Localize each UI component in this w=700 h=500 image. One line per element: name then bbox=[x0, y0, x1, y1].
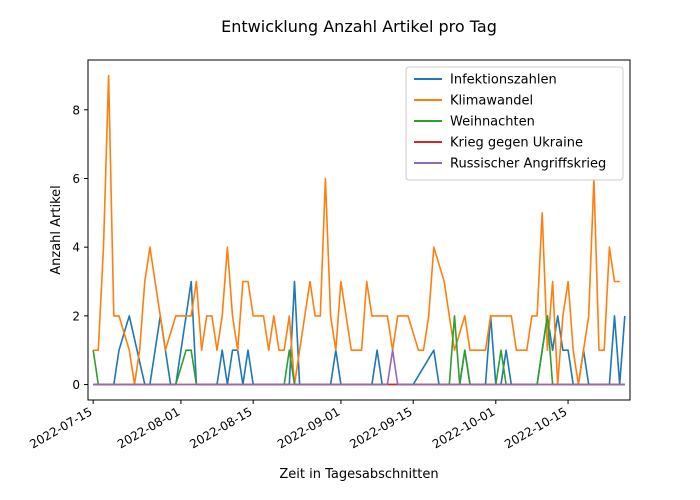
x-tick-label: 2022-08-15 bbox=[187, 404, 254, 451]
y-tick-label: 8 bbox=[72, 103, 80, 117]
y-axis: 0 2 4 6 8 bbox=[72, 103, 88, 392]
y-tick-label: 2 bbox=[72, 309, 80, 323]
chart-title: Entwicklung Anzahl Artikel pro Tag bbox=[221, 17, 497, 36]
legend-label: Krieg gegen Ukraine bbox=[450, 136, 583, 151]
x-tick-label: 2022-07-15 bbox=[27, 404, 94, 451]
x-tick-label: 2022-10-01 bbox=[430, 404, 497, 451]
legend-box bbox=[405, 66, 624, 181]
x-tick-label: 2022-08-01 bbox=[115, 404, 182, 451]
series-line-5 bbox=[93, 349, 625, 386]
legend-label: Russischer Angriffskrieg bbox=[450, 157, 606, 172]
y-tick-label: 6 bbox=[72, 172, 80, 186]
x-axis-label: Zeit in Tagesabschnitten bbox=[279, 467, 438, 482]
series-line-2 bbox=[93, 74, 620, 386]
plot-lines bbox=[92, 74, 626, 386]
series-line-3 bbox=[92, 315, 625, 386]
x-axis: 2022-07-15 2022-08-01 2022-08-15 2022-09-01… bbox=[27, 400, 570, 451]
y-tick-label: 0 bbox=[72, 378, 80, 392]
legend: Infektionszahlen Klimawandel Weihnachten Kr… bbox=[405, 66, 624, 181]
x-tick-label: 2022-09-01 bbox=[275, 404, 342, 451]
legend-label: Weihnachten bbox=[450, 115, 535, 130]
legend-label: Infektionszahlen bbox=[450, 73, 557, 88]
x-tick-label: 2022-09-15 bbox=[347, 404, 414, 451]
plot-area-frame bbox=[87, 59, 631, 401]
x-tick-label: 2022-10-15 bbox=[502, 404, 569, 451]
legend-label: Klimawandel bbox=[450, 94, 533, 109]
y-axis-label: Anzahl Artikel bbox=[49, 185, 64, 275]
y-tick-label: 4 bbox=[72, 241, 80, 255]
